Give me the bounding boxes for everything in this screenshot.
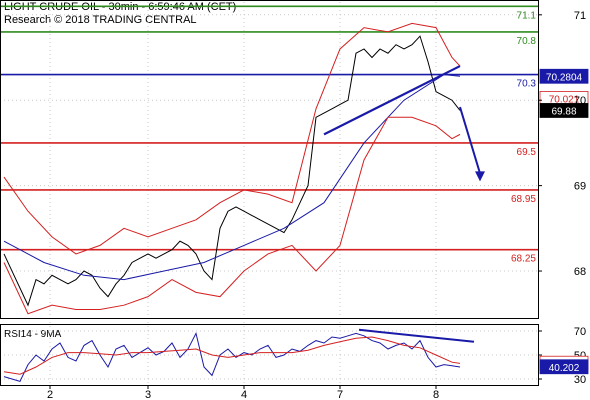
series-moving-average [3,74,461,281]
price-badge-bg-2 [539,103,589,118]
price-badge-70.2804: 70.2804 [546,72,583,83]
main-frame [0,0,539,319]
xtick-label-2: 2 [47,389,53,400]
forecast-arrow-head [475,171,485,182]
ytick-label-71: 71 [574,10,586,22]
main-panel: 71.1 70.8 70.3 69.5 68.95 68.25 [0,5,538,315]
ytick-label-68: 68 [574,266,586,278]
grid-layer [0,2,538,385]
level-label-71.1: 71.1 [517,10,537,21]
rsi-badge-40.202: 40.202 [549,363,580,374]
rsi-badge-bg-1 [539,359,589,375]
rsi-frame [0,324,539,386]
ytick-label-69: 69 [574,181,586,193]
trendline-main-0 [323,65,461,136]
series-9ma [3,336,461,375]
series-rsi14 [3,331,461,383]
price-badge-bg-0 [539,68,589,84]
rsi-ytick-label-70: 70 [574,326,586,338]
rsi-ytick-label-30: 30 [574,374,586,386]
xtick-label-3: 3 [145,389,151,400]
rsi-title: RSI14 - 9MA [4,329,62,340]
axis-layer: 70.280470.02169.886869707130507043.14824… [47,10,589,400]
level-label-68.95: 68.95 [511,194,536,205]
xtick-label-4: 4 [241,389,247,400]
xtick-label-8: 8 [433,389,439,400]
level-label-69.5: 69.5 [517,147,537,158]
level-label-68.25: 68.25 [511,254,536,265]
price-badge-69.88: 69.88 [551,106,576,117]
trendline-rsi-0 [358,328,475,343]
series-price [3,35,461,307]
rsi-panel: RSI14 - 9MA [0,328,538,383]
level-label-70.8: 70.8 [517,36,537,47]
ytick-label-70: 70 [574,95,586,107]
forecast-arrow-shaft [459,106,481,174]
xtick-label-7: 7 [337,389,343,400]
series-bollinger-lower [3,116,461,315]
price-badge-70.021: 70.021 [549,94,580,105]
frame-layer [0,0,539,386]
series-bollinger-upper [3,22,461,255]
level-label-70.3: 70.3 [517,79,537,90]
